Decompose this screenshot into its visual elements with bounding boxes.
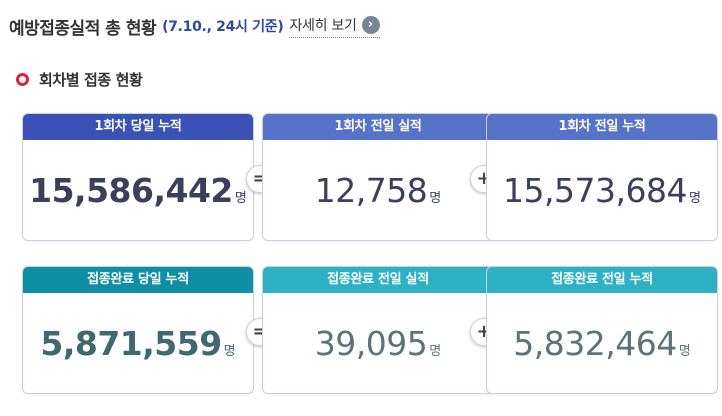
card-unit: 명 (223, 343, 236, 359)
card-value: 15,573,684 (503, 170, 687, 210)
section-header: 회차별 접종 현황 (16, 68, 143, 90)
card-value: 39,095 (314, 323, 428, 363)
card-value: 5,871,559 (40, 323, 222, 363)
first-dose-today-total-card: 1회차 당일 누적 15,586,442 명 (22, 113, 254, 241)
card-label: 1회차 당일 누적 (23, 114, 253, 140)
detail-link-label[interactable]: 자세히 보기 (289, 17, 357, 34)
detail-link[interactable]: 자세히 보기 › (289, 15, 380, 38)
first-dose-yesterday-card: 1회차 전일 실적 12,758 명 (262, 113, 494, 241)
card-unit: 명 (688, 190, 701, 206)
first-dose-yesterday-total-card: 1회차 전일 누적 15,573,684 명 (486, 113, 718, 241)
reference-date: (7.10., 24시 기준) (162, 19, 284, 35)
card-label: 1회차 전일 실적 (263, 114, 493, 140)
card-label: 접종완료 당일 누적 (23, 267, 253, 293)
circle-icon (16, 72, 29, 86)
section-title: 회차별 접종 현황 (39, 70, 143, 89)
card-label: 접종완료 전일 실적 (263, 267, 493, 293)
card-unit: 명 (678, 343, 691, 359)
completed-yesterday-card: 접종완료 전일 실적 39,095 명 (262, 266, 494, 394)
card-label: 접종완료 전일 누적 (487, 267, 717, 293)
page-title: 예방접종실적 총 현황 (9, 18, 157, 39)
chevron-right-icon[interactable]: › (361, 15, 380, 34)
page-header: 예방접종실적 총 현황 (7.10., 24시 기준) 자세히 보기 › (9, 10, 380, 42)
card-unit: 명 (429, 190, 442, 206)
card-value: 15,586,442 (29, 170, 233, 210)
card-value: 5,832,464 (513, 323, 677, 363)
card-unit: 명 (429, 343, 442, 359)
card-value: 12,758 (314, 170, 428, 210)
card-unit: 명 (234, 190, 247, 206)
completed-today-total-card: 접종완료 당일 누적 5,871,559 명 (22, 266, 254, 394)
card-label: 1회차 전일 누적 (487, 114, 717, 140)
completed-yesterday-total-card: 접종완료 전일 누적 5,832,464 명 (486, 266, 718, 394)
